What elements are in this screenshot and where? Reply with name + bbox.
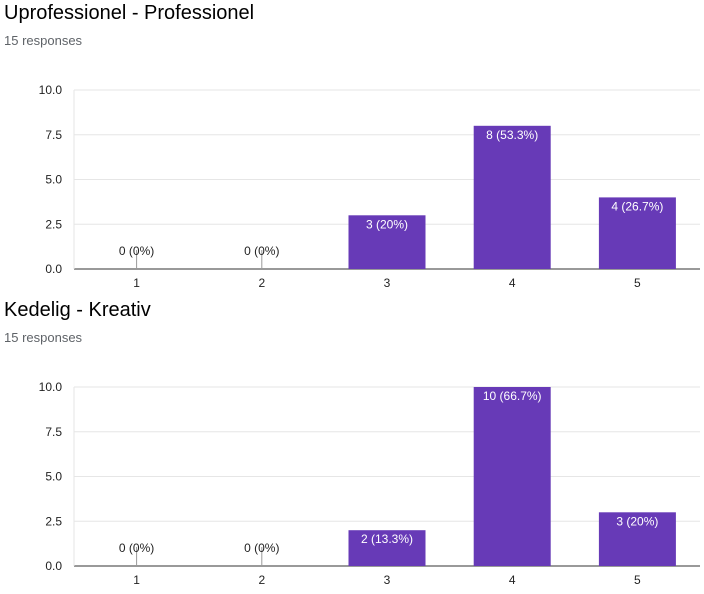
x-tick-label: 5 [634, 573, 641, 587]
bar-data-label: 0 (0%) [244, 541, 279, 555]
bar [598, 512, 676, 566]
chart-title: Uprofessionel - Professionel [4, 2, 255, 24]
bar-chart-svg: 0.0 2.5 5.0 7.5 10.0 0 (0%) 1 0 (0%) 2 2 (13.3%) 3… [39, 380, 700, 587]
bar [348, 215, 426, 269]
y-tick-label: 5.0 [45, 470, 62, 484]
bar-data-label: 2 (13.3%) [361, 532, 413, 546]
x-tick-label: 3 [384, 573, 391, 587]
bar-data-label: 3 (20%) [616, 514, 658, 528]
y-tick-label: 7.5 [45, 128, 62, 142]
bar [473, 387, 551, 566]
bar-chart-svg: 0.0 2.5 5.0 7.5 10.0 0 (0%) 1 0 (0%) 2 3 (20%) 3 8 … [39, 83, 700, 290]
chart-uprofessionel-professionel: Uprofessionel - Professionel 15 response… [4, 2, 700, 290]
x-tick-label: 3 [384, 276, 391, 290]
response-count: 15 responses [4, 330, 83, 345]
y-tick-label: 5.0 [45, 173, 62, 187]
bar-data-label: 4 (26.7%) [611, 199, 663, 213]
bar-data-label: 3 (20%) [366, 217, 408, 231]
x-tick-label: 2 [258, 573, 265, 587]
bar [598, 197, 676, 269]
x-tick-label: 4 [509, 276, 516, 290]
y-tick-label: 2.5 [45, 514, 62, 528]
response-count: 15 responses [4, 33, 83, 48]
chart-title: Kedelig - Kreativ [4, 299, 151, 321]
y-tick-label: 0.0 [45, 559, 62, 573]
bar [473, 125, 551, 269]
bar [348, 530, 426, 566]
bar-data-label: 0 (0%) [119, 541, 154, 555]
x-tick-label: 4 [509, 573, 516, 587]
bar-data-label: 8 (53.3%) [486, 128, 538, 142]
x-tick-label: 2 [258, 276, 265, 290]
y-tick-label: 0.0 [45, 262, 62, 276]
x-tick-label: 1 [133, 276, 140, 290]
y-tick-label: 7.5 [45, 425, 62, 439]
y-tick-label: 2.5 [45, 217, 62, 231]
bar-data-label: 10 (66.7%) [483, 389, 542, 403]
y-tick-label: 10.0 [39, 83, 63, 97]
x-tick-label: 1 [133, 573, 140, 587]
bar-data-label: 0 (0%) [244, 244, 279, 258]
chart-kedelig-kreativ: Kedelig - Kreativ 15 responses 0.0 2.5 5.0… [0, 297, 704, 594]
x-tick-label: 5 [634, 276, 641, 290]
y-tick-label: 10.0 [39, 380, 63, 394]
bar-data-label: 0 (0%) [119, 244, 154, 258]
